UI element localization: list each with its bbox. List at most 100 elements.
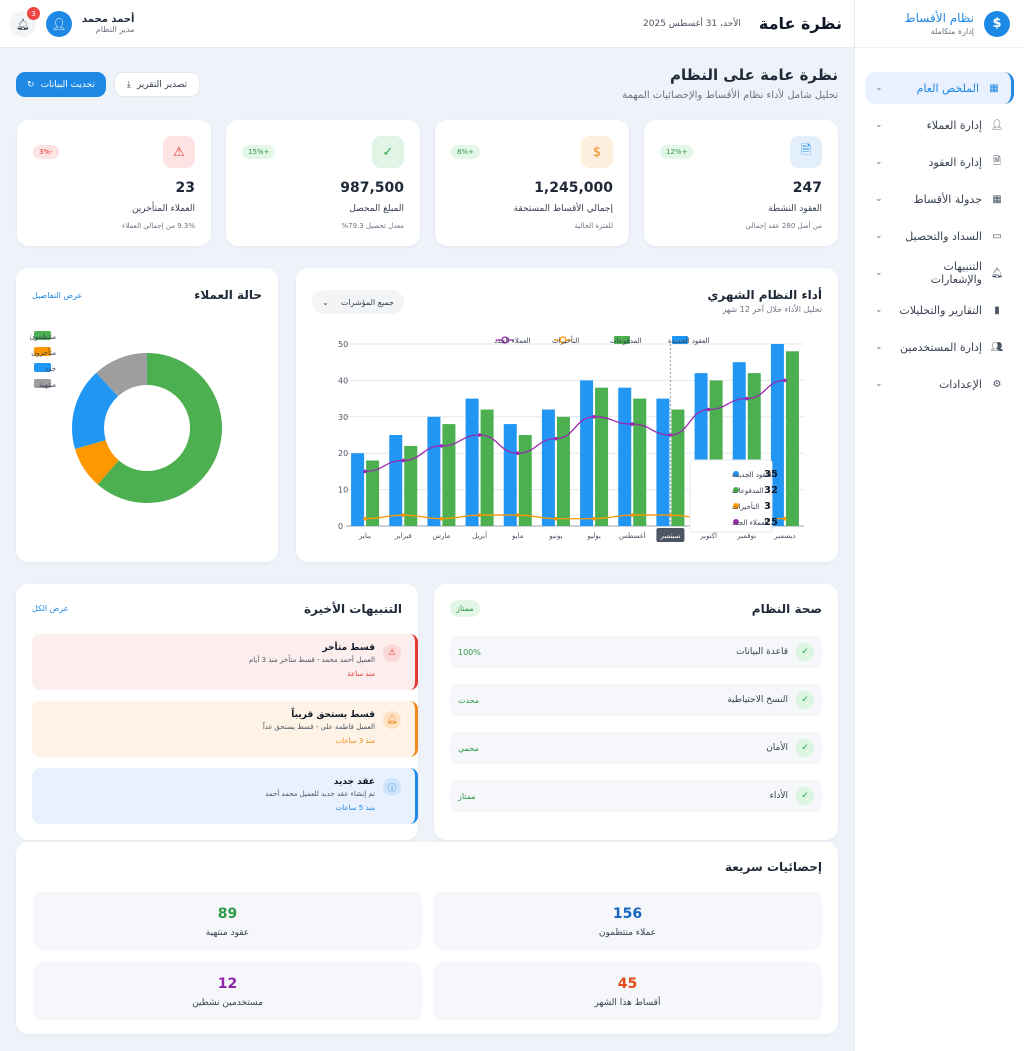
point-3-0[interactable] [363, 469, 367, 474]
topbar: نظرة عامة الأحد، 31 أغسطس 2025 🔔︎ 3 👤︎ أ… [0, 0, 854, 48]
bar-1-0[interactable] [366, 460, 380, 526]
health-item-name: النسخ الاحتياطية [727, 695, 788, 705]
sidebar-item-7[interactable]: 👥︎ إدارة المستخدمين ⌄ [865, 331, 1014, 363]
point-2-0[interactable] [363, 516, 367, 521]
bar-1-8[interactable] [671, 409, 685, 526]
sidebar-item-5[interactable]: 🔔︎ التنبيهات والإشعارات ⌄ [865, 257, 1014, 289]
point-3-2[interactable] [439, 444, 444, 448]
alert-title: قسط متأخر [322, 643, 375, 653]
system-health-card: صحة النظام ممتاز ✓ قاعدة البيانات 100% ✓ الن… [434, 584, 838, 840]
avatar[interactable]: 👤︎ [46, 11, 72, 37]
point-3-11[interactable] [783, 378, 787, 383]
quick-title: إحصائيات سريعة [724, 860, 822, 874]
point-3-9[interactable] [706, 407, 711, 412]
legend-swatch [672, 336, 688, 344]
sidebar-item-4[interactable]: ▭ السداد والتحصيل ⌄ [865, 220, 1014, 252]
sidebar-item-1[interactable]: 👤︎ إدارة العملاء ⌄ [865, 109, 1014, 141]
stat-label: العقود النشطة [768, 204, 822, 214]
notifications-button[interactable]: 🔔︎ 3 [10, 7, 40, 37]
indicator-filter-select[interactable]: جميع المؤشرات ⌄ [312, 290, 404, 314]
point-3-6[interactable] [592, 415, 596, 419]
warning-icon: ⚠ [383, 644, 401, 662]
point-2-11[interactable] [783, 516, 787, 521]
donut-slice-0[interactable] [97, 353, 222, 503]
bar-0-8[interactable] [656, 398, 670, 526]
bar-0-5[interactable] [541, 409, 555, 526]
bar-1-11[interactable] [785, 351, 799, 526]
bar-1-2[interactable] [442, 424, 456, 526]
sidebar-item-8[interactable]: ⚙ الإعدادات ⌄ [865, 368, 1014, 400]
point-2-1[interactable] [401, 513, 406, 517]
quick-stat-label: عملاء منتظمون [598, 928, 657, 938]
legend-label[interactable]: العقود الجديدة [668, 337, 710, 345]
point-2-2[interactable] [439, 516, 444, 521]
alert-title: عقد جديد [333, 777, 375, 787]
legend-label[interactable]: جدد [45, 365, 56, 373]
stat-value: 987,500 [340, 180, 404, 196]
alert-description: العميل فاطمة علي - قسط يستحق غداً [262, 723, 375, 731]
bar-0-6[interactable] [580, 380, 594, 526]
bar-1-4[interactable] [518, 435, 532, 526]
view-details-link[interactable]: عرض التفاصيل [32, 291, 83, 300]
point-2-5[interactable] [554, 516, 558, 521]
legend-label[interactable]: منتهية [39, 381, 56, 389]
point-2-6[interactable] [592, 516, 596, 521]
y-tick-label: 40 [338, 376, 348, 385]
legend-label[interactable]: المدفوعات [610, 337, 642, 345]
tooltip-value: 3 [764, 501, 771, 512]
alert-item[interactable]: ⚠ قسط متأخر العميل أحمد محمد - قسط متأخر… [32, 634, 418, 690]
bar-1-6[interactable] [595, 387, 609, 526]
sidebar-item-6[interactable]: ▮ التقارير والتحليلات ⌄ [865, 294, 1014, 326]
bar-0-7[interactable] [618, 387, 632, 526]
health-item-name: قاعدة البيانات [736, 647, 788, 657]
user-info[interactable]: أحمد محمد مدير النظام [82, 14, 134, 34]
bar-0-3[interactable] [465, 398, 479, 526]
donut-slice-2[interactable] [72, 372, 118, 450]
point-2-3[interactable] [477, 513, 482, 517]
current-date: الأحد، 31 أغسطس 2025 [643, 18, 741, 29]
legend-label[interactable]: التأخيرات [552, 335, 579, 345]
users-icon: 👥︎ [990, 341, 1004, 353]
alert-item[interactable]: 🔔︎ قسط يستحق قريباً العميل فاطمة علي - ق… [32, 701, 418, 757]
point-3-1[interactable] [401, 458, 406, 463]
point-2-8[interactable] [668, 513, 673, 517]
bar-0-11[interactable] [770, 344, 784, 526]
legend-label[interactable]: العملاء الجدد [494, 337, 531, 345]
bar-1-7[interactable] [633, 398, 647, 526]
point-3-5[interactable] [554, 436, 558, 441]
chevron-down-icon: ⌄ [875, 268, 883, 278]
bar-0-0[interactable] [351, 453, 365, 526]
tooltip-dot [733, 519, 739, 525]
legend-label[interactable]: متأخرون [31, 347, 56, 357]
bar-1-3[interactable] [480, 409, 494, 526]
check-icon: ✓ [372, 136, 404, 168]
warning-icon: ⚠ [163, 136, 195, 168]
x-tick-label: فبراير [394, 532, 412, 540]
point-3-3[interactable] [477, 433, 482, 437]
point-3-4[interactable] [515, 451, 520, 455]
legend-marker [559, 336, 567, 344]
donut-slice-1[interactable] [75, 440, 119, 485]
point-3-10[interactable] [744, 396, 749, 401]
point-3-8[interactable] [668, 433, 673, 437]
export-button[interactable]: تصدير التقرير ⤓ [114, 72, 200, 97]
point-2-4[interactable] [515, 513, 520, 517]
sidebar-item-3[interactable]: ▦ جدولة الأقساط ⌄ [865, 183, 1014, 215]
info-icon: ⓘ [383, 778, 401, 796]
tooltip-dot [733, 471, 739, 477]
bar-0-4[interactable] [503, 424, 517, 526]
legend-label[interactable]: منتظمون [29, 333, 56, 341]
bar-0-1[interactable] [389, 435, 403, 526]
chevron-down-icon: ⌄ [875, 83, 883, 93]
refresh-button[interactable]: تحديث البيانات ↻ [16, 72, 106, 97]
point-2-7[interactable] [630, 513, 635, 517]
bar-0-2[interactable] [427, 416, 441, 526]
donut-slice-3[interactable] [96, 353, 147, 397]
bar-1-1[interactable] [404, 445, 418, 526]
view-all-link[interactable]: عرض الكل [32, 604, 69, 613]
alert-item[interactable]: ⓘ عقد جديد تم إنشاء عقد جديد للعميل محمد… [32, 768, 418, 824]
sidebar-item-2[interactable]: 🗎 إدارة العقود ⌄ [865, 146, 1014, 178]
bar-1-5[interactable] [556, 416, 570, 526]
point-3-7[interactable] [630, 422, 635, 426]
sidebar-item-0[interactable]: ▦ الملخص العام ⌄ [865, 72, 1014, 104]
